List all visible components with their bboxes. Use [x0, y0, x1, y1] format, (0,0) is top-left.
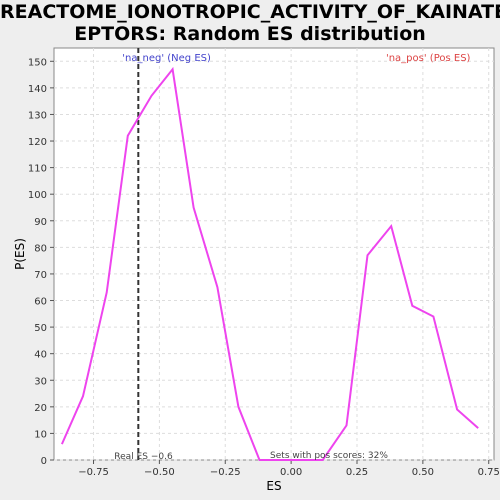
y-tick-label: 90 [34, 217, 47, 228]
pos-scores-label: Sets with pos scores: 32% [270, 451, 388, 461]
y-tick-label: 130 [28, 110, 47, 121]
grid-layer [54, 48, 494, 461]
x-tick-label: 0.50 [412, 467, 434, 478]
y-tick-label: 120 [28, 137, 47, 148]
y-tick-label: 110 [28, 164, 47, 175]
annotation-layer: 'na_neg' (Neg ES) 'na_pos' (Pos ES) Real… [13, 53, 471, 493]
y-tick-label: 80 [34, 243, 47, 254]
chart-title: REACTOME_IONOTROPIC_ACTIVITY_OF_KAINATE_… [0, 1, 500, 45]
x-tick-label: −0.75 [78, 467, 109, 478]
y-tick-label: 150 [28, 57, 47, 68]
chart-title-line-1: REACTOME_IONOTROPIC_ACTIVITY_OF_KAINATE_… [0, 1, 500, 23]
y-tick-label: 40 [34, 350, 47, 361]
x-axis-label: ES [266, 479, 281, 493]
y-tick-label: 140 [28, 84, 47, 95]
x-tick-label: 0.25 [346, 467, 368, 478]
y-tick-label: 50 [34, 323, 47, 334]
x-tick-label: 0.00 [280, 467, 302, 478]
real-es-label: Real ES −0.6 [114, 452, 173, 462]
series-line [60, 66, 479, 461]
x-tick-label: −0.25 [210, 467, 241, 478]
pos-es-label: 'na_pos' (Pos ES) [386, 53, 471, 64]
y-tick-label: 20 [34, 403, 47, 414]
x-tick-label: 0.75 [478, 467, 500, 478]
axes-layer: 0 10 20 30 40 50 60 70 80 90 100 110 120 130 140 150 −0.… [28, 57, 500, 478]
x-tick-label: −0.50 [144, 467, 175, 478]
y-tick-label: 0 [41, 456, 47, 467]
y-tick-label: 60 [34, 297, 47, 308]
y-tick-label: 100 [28, 190, 47, 201]
y-tick-label: 30 [34, 376, 47, 387]
y-tick-label: 10 [34, 429, 47, 440]
chart-title-line-2: EPTORS: Random ES distribution [74, 23, 426, 45]
plot-area [53, 47, 495, 461]
y-tick-label: 70 [34, 270, 47, 281]
neg-es-label: 'na_neg' (Neg ES) [122, 53, 211, 64]
y-axis-label: P(ES) [13, 238, 27, 270]
